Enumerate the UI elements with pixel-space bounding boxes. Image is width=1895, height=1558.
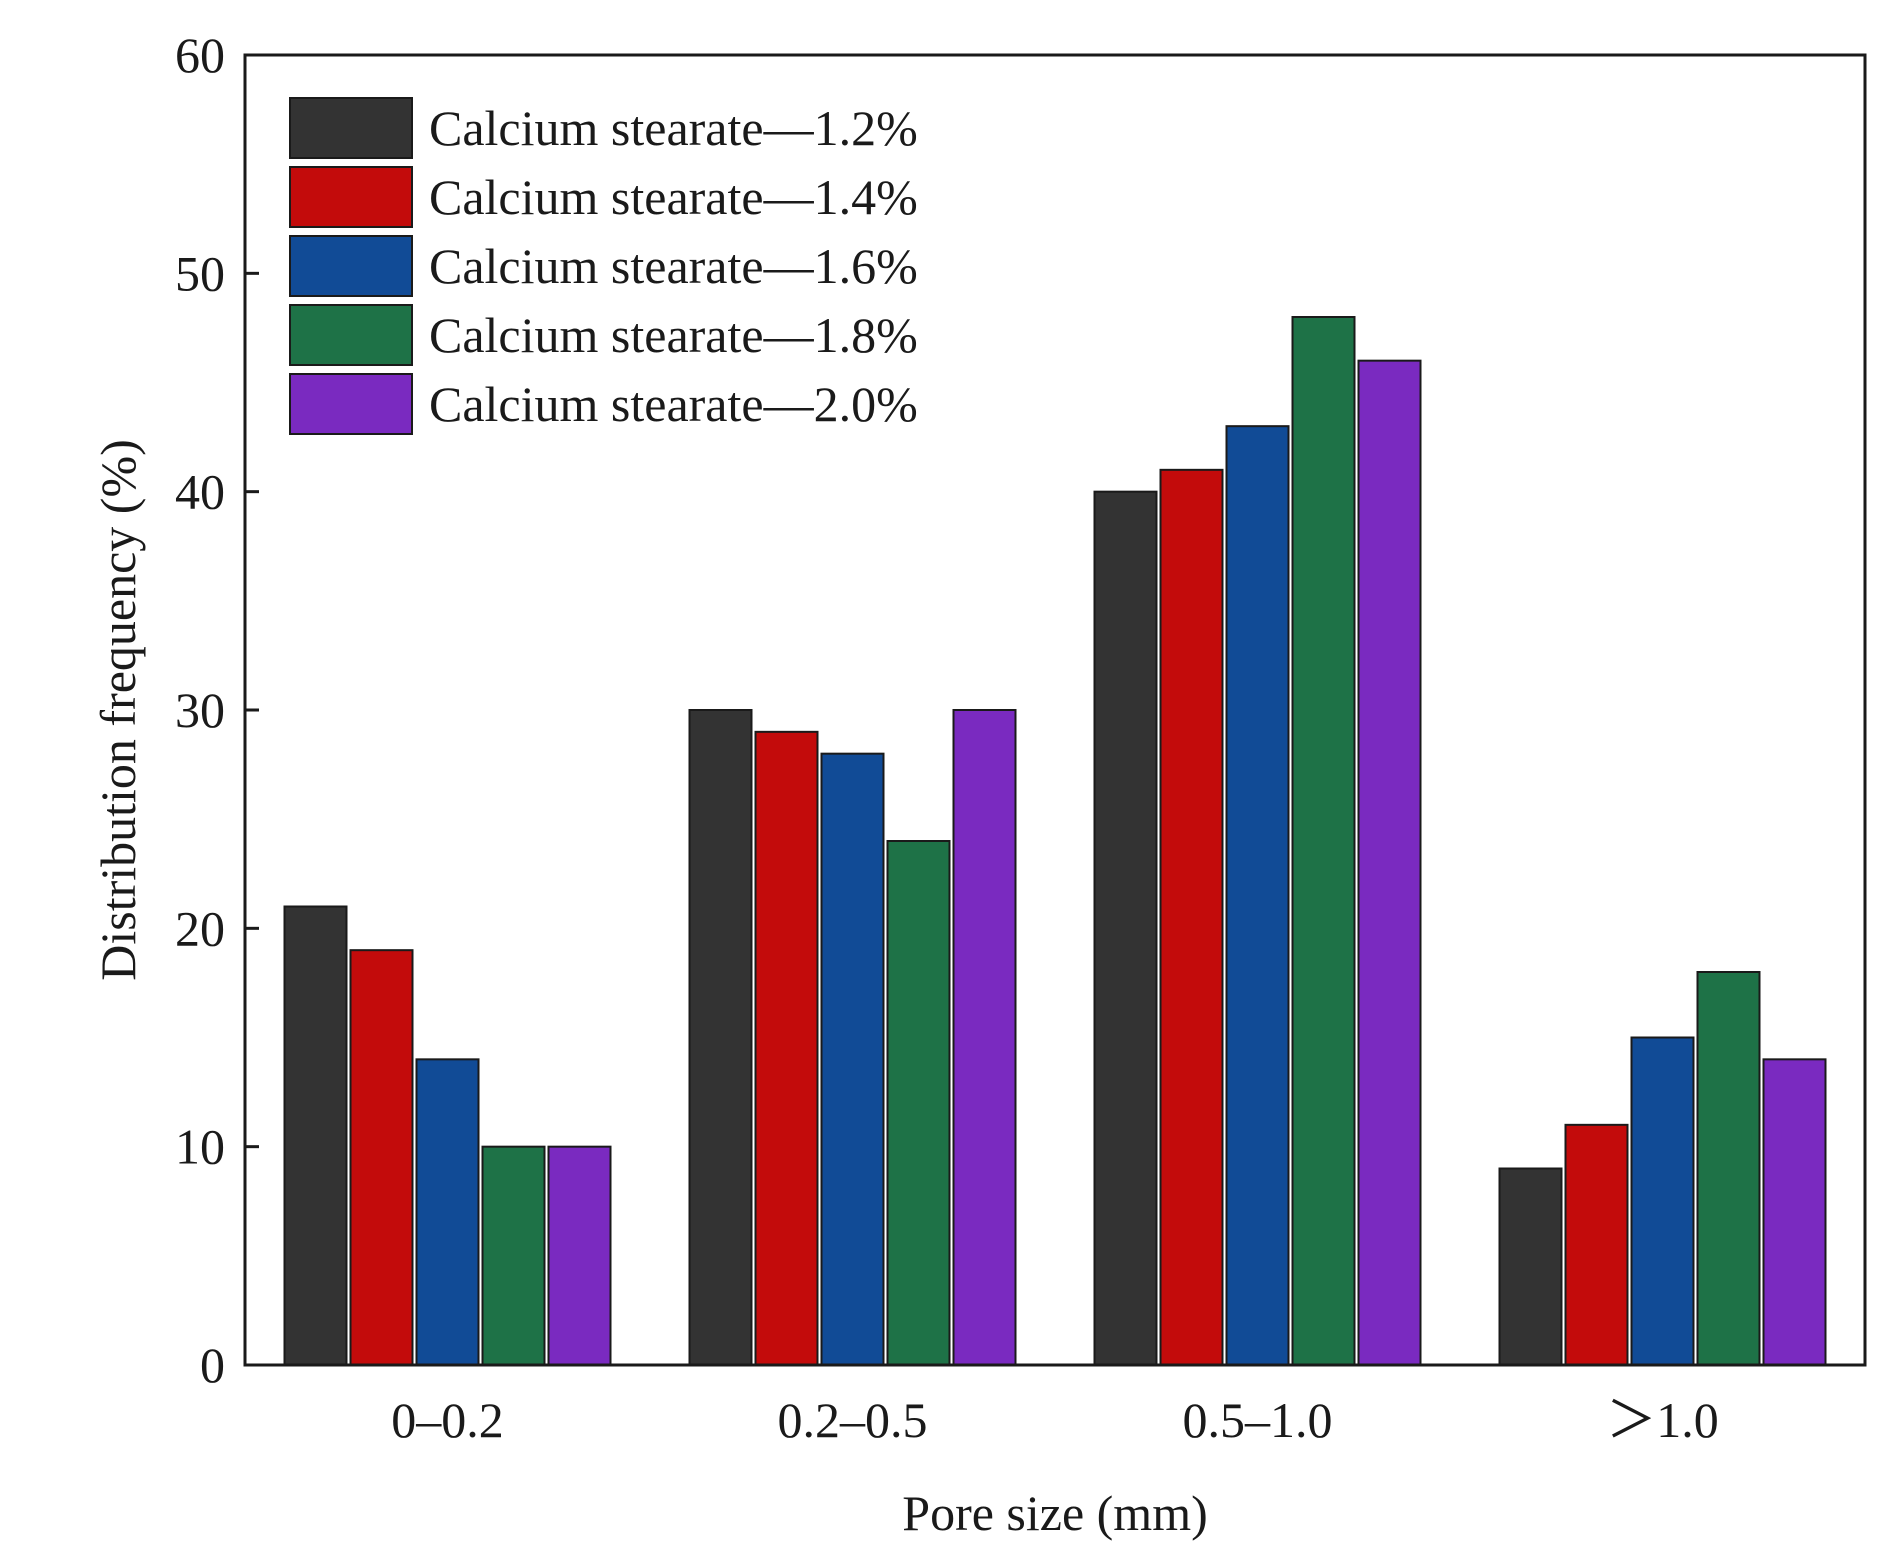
- y-tick-label: 10: [175, 1119, 225, 1175]
- y-tick-label: 50: [175, 245, 225, 301]
- y-tick-label: 60: [175, 27, 225, 83]
- legend-label-1: Calcium stearate—1.4%: [429, 169, 918, 225]
- legend-label-3: Calcium stearate—1.8%: [429, 307, 918, 363]
- bar-1-1: [754, 730, 819, 1366]
- legend-swatch-3: [289, 304, 413, 366]
- y-axis-title: Distribution frequency (%): [90, 439, 146, 981]
- bar-2-1: [1159, 468, 1224, 1367]
- legend-swatch-4: [289, 373, 413, 435]
- x-tick-label: 0.2–0.5: [778, 1392, 928, 1448]
- bar-2-2: [1225, 425, 1290, 1366]
- legend-swatch-2: [289, 235, 413, 297]
- bar-3-4: [1762, 1058, 1827, 1367]
- legend-label-4: Calcium stearate—2.0%: [429, 376, 918, 432]
- bar-1-4: [952, 709, 1017, 1366]
- x-axis-title: Pore size (mm): [902, 1485, 1207, 1541]
- x-tick-label: ＞1.0: [1606, 1392, 1719, 1448]
- bar-0-1: [349, 949, 414, 1367]
- x-axis: 0–0.2 0.2–0.5 0.5–1.0 ＞1.0: [391, 1392, 1719, 1448]
- bar-3-1: [1564, 1123, 1629, 1367]
- bar-1-3: [886, 840, 951, 1366]
- bar-1-2: [820, 752, 885, 1366]
- y-tick-label: 30: [175, 682, 225, 738]
- bar-3-2: [1630, 1036, 1695, 1366]
- bar-2-0: [1093, 490, 1158, 1366]
- legend-label-0: Calcium stearate—1.2%: [429, 100, 918, 156]
- bar-1-0: [688, 709, 753, 1366]
- x-tick-label: 0–0.2: [391, 1392, 504, 1448]
- y-tick-label: 0: [200, 1337, 225, 1393]
- x-tick-label: 0.5–1.0: [1183, 1392, 1333, 1448]
- bar-2-4: [1357, 359, 1422, 1366]
- legend-swatch-1: [289, 166, 413, 228]
- bar-3-0: [1498, 1167, 1563, 1366]
- bar-0-3: [481, 1145, 546, 1366]
- legend-label-2: Calcium stearate—1.6%: [429, 238, 918, 294]
- bar-0-2: [415, 1058, 480, 1367]
- legend-swatch-0: [289, 97, 413, 159]
- bar-0-4: [547, 1145, 612, 1366]
- bar-3-3: [1696, 971, 1761, 1366]
- y-axis: 0 10 20 30 40 50 60: [175, 27, 259, 1393]
- y-tick-label: 40: [175, 464, 225, 520]
- bar-0-0: [283, 905, 348, 1366]
- y-tick-label: 20: [175, 900, 225, 956]
- bar-2-3: [1291, 316, 1356, 1366]
- bars-layer: [283, 316, 1827, 1367]
- legend: Calcium stearate—1.2% Calcium stearate—1.…: [289, 97, 918, 435]
